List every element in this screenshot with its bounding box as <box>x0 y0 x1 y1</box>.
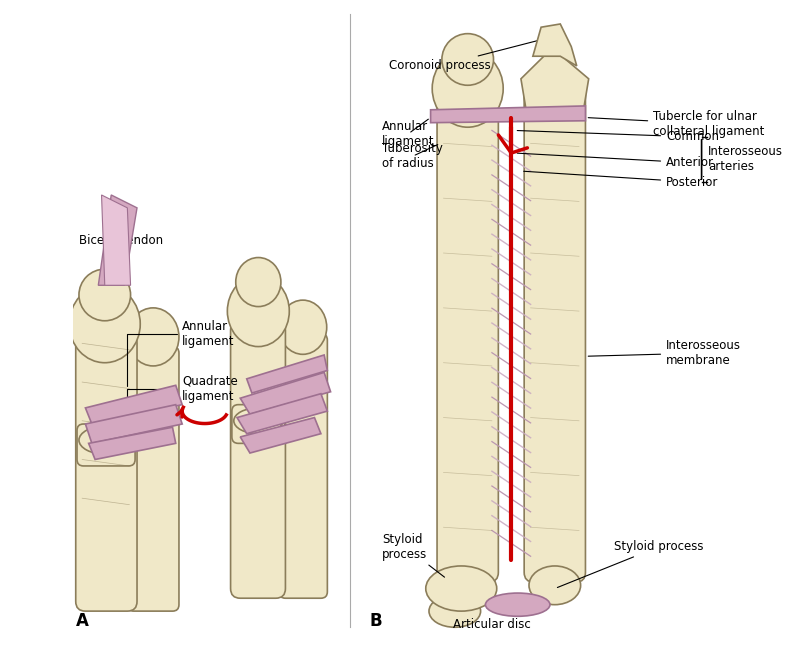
Ellipse shape <box>227 275 290 347</box>
FancyBboxPatch shape <box>232 404 285 443</box>
Polygon shape <box>237 394 327 434</box>
Ellipse shape <box>128 308 179 366</box>
Ellipse shape <box>433 50 504 127</box>
Polygon shape <box>89 427 176 459</box>
Text: Posterior: Posterior <box>523 171 718 189</box>
Text: Tuberosity
of radius: Tuberosity of radius <box>382 143 443 170</box>
Ellipse shape <box>279 300 326 354</box>
FancyBboxPatch shape <box>76 334 137 611</box>
Ellipse shape <box>442 34 493 86</box>
Text: Styloid process: Styloid process <box>557 540 704 588</box>
Text: Annular
ligament: Annular ligament <box>382 119 435 148</box>
Text: A: A <box>76 612 89 631</box>
Text: Styloid
process: Styloid process <box>382 533 444 577</box>
Text: B: B <box>369 612 382 631</box>
Ellipse shape <box>235 257 281 307</box>
Ellipse shape <box>79 269 131 321</box>
Polygon shape <box>247 355 327 393</box>
Polygon shape <box>98 195 137 285</box>
Ellipse shape <box>426 566 496 611</box>
Ellipse shape <box>529 566 581 605</box>
Polygon shape <box>240 417 321 453</box>
Text: Quadrate
ligament: Quadrate ligament <box>128 375 238 447</box>
Text: Anterior: Anterior <box>517 153 714 169</box>
Polygon shape <box>521 40 589 117</box>
Ellipse shape <box>485 593 550 616</box>
FancyBboxPatch shape <box>279 334 327 598</box>
Polygon shape <box>240 373 330 414</box>
Text: Coronoid process: Coronoid process <box>389 38 549 73</box>
FancyBboxPatch shape <box>231 321 286 598</box>
Polygon shape <box>85 386 182 424</box>
Ellipse shape <box>429 595 480 627</box>
Polygon shape <box>533 24 577 66</box>
Text: Articular disc: Articular disc <box>453 607 531 631</box>
FancyBboxPatch shape <box>77 424 135 466</box>
FancyBboxPatch shape <box>437 89 498 582</box>
Text: Tubercle for ulnar
collateral ligament: Tubercle for ulnar collateral ligament <box>588 110 764 138</box>
FancyBboxPatch shape <box>524 76 586 582</box>
Polygon shape <box>431 106 586 122</box>
Text: Annular
ligament: Annular ligament <box>128 319 235 386</box>
Ellipse shape <box>79 426 133 454</box>
Text: Interosseous
membrane: Interosseous membrane <box>588 339 741 367</box>
Ellipse shape <box>69 285 140 363</box>
Text: Common: Common <box>517 130 719 143</box>
FancyBboxPatch shape <box>128 347 179 611</box>
Ellipse shape <box>234 408 282 434</box>
Polygon shape <box>85 404 182 443</box>
Text: Biceps tendon: Biceps tendon <box>79 234 163 247</box>
Polygon shape <box>101 195 131 285</box>
Text: Interosseous
arteries: Interosseous arteries <box>708 145 783 174</box>
